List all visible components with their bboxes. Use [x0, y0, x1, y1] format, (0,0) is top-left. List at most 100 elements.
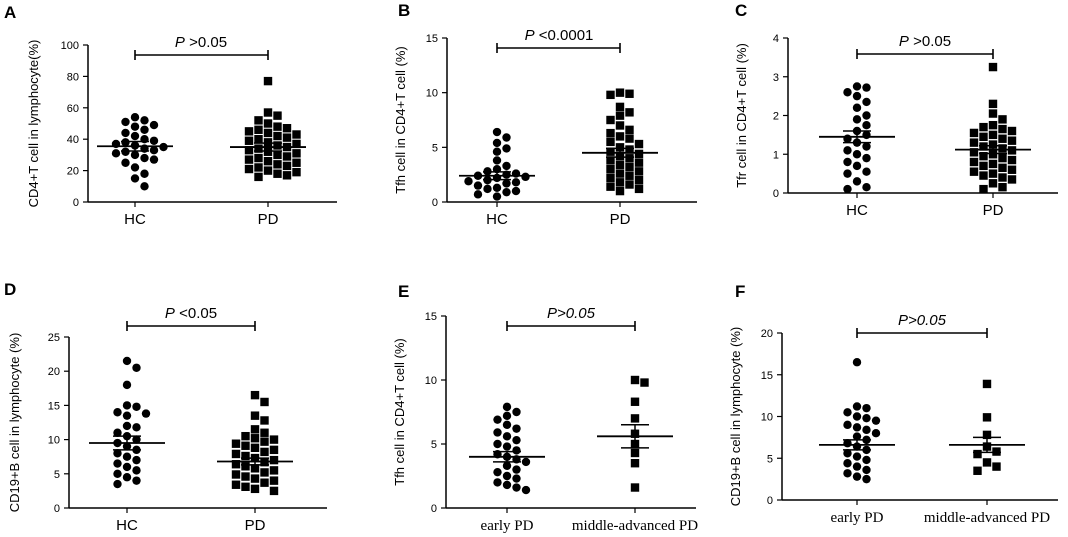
panel-e-point-early-pd — [521, 485, 531, 495]
panel-c-ytick-label: 0 — [773, 188, 779, 200]
panel-a-point-pd — [282, 152, 292, 161]
panel-c-point-pd — [979, 132, 988, 142]
panel-a-point-pd — [263, 108, 273, 117]
panel-f-category-label: middle-advanced PD — [924, 510, 1050, 526]
panel-a-point-pd — [292, 139, 301, 149]
panel-e-point-early-pd — [493, 439, 502, 449]
panel-b-point-pd — [606, 182, 615, 191]
panel-b-ytick-label: 15 — [426, 33, 438, 45]
panel-a-point-pd — [244, 155, 254, 164]
panel-c-point-pd — [1007, 155, 1017, 165]
panel-f-category-label: early PD — [831, 510, 884, 526]
panel-e-letter: E — [398, 282, 409, 301]
panel-b-point-pd — [606, 147, 615, 156]
panel-a-point-pd — [273, 141, 282, 150]
panel-d-category-label: HC — [116, 517, 138, 534]
panel-b-point-pd — [615, 102, 625, 112]
panel-a-point-pd — [292, 167, 301, 177]
panel-b-p-value: P <0.0001 — [525, 27, 594, 44]
panel-b-point-pd — [606, 128, 615, 138]
panel-a-p-value: P >0.05 — [175, 34, 227, 51]
panel-c-point-pd — [988, 179, 998, 188]
panel-a-point-hc — [130, 131, 140, 141]
panel-b-point-pd — [634, 149, 644, 159]
panel-f-point-early-pd — [852, 402, 862, 411]
panel-a-point-pd — [254, 153, 263, 163]
panel-c-point-pd — [988, 140, 998, 149]
panel-e-point-early-pd — [493, 415, 502, 424]
panel-f-point-middle-advanced-pd — [973, 449, 982, 459]
panel-c-point-hc — [862, 182, 871, 192]
panel-e-category-label: middle-advanced PD — [572, 518, 698, 534]
panel-a-point-pd — [282, 124, 292, 133]
panel-e-point-middle-advanced-pd — [630, 483, 640, 492]
panel-e-point-early-pd — [502, 442, 512, 451]
panel-b-ytick-label: 0 — [432, 197, 438, 209]
panel-f-point-middle-advanced-pd — [982, 413, 992, 422]
panel-c-point-hc — [862, 130, 871, 140]
panel-f-point-early-pd — [871, 429, 881, 438]
panel-d-ytick-label: 10 — [48, 435, 60, 447]
panel-b-point-pd — [634, 167, 644, 176]
panel-c-p-value: P >0.05 — [899, 33, 951, 50]
panel-c-point-hc — [843, 88, 852, 97]
panel-f-ytick-label: 15 — [761, 370, 773, 382]
panel-c-y-axis-label: Tfr cell in CD4+T cell (%) — [734, 43, 749, 188]
panel-f-y-axis-label: CD19+B cell in lymphocyte (%) — [728, 327, 743, 507]
panel-c-point-hc — [862, 111, 871, 120]
panel-b-point-pd — [606, 156, 615, 165]
panel-c-point-pd — [969, 148, 979, 157]
panel-e-point-middle-advanced-pd — [630, 375, 640, 385]
panel-e-p-value: P>0.05 — [547, 305, 596, 322]
panel-f-point-early-pd — [852, 432, 862, 441]
panel-d-point-hc — [113, 479, 122, 489]
panel-d-letter: D — [4, 280, 16, 299]
panel-f-point-early-pd — [862, 474, 871, 484]
panel-d-point-pd — [269, 466, 279, 475]
panel-c-point-pd — [979, 142, 988, 151]
panel-b-point-hc — [492, 138, 502, 148]
panel-e-point-early-pd — [502, 480, 512, 490]
panel-c-point-hc — [852, 177, 862, 186]
panel-e-point-early-pd — [521, 457, 531, 467]
panel-d-point-hc — [113, 469, 122, 478]
panel-b-point-hc — [492, 147, 502, 156]
panel-d-point-pd — [269, 455, 279, 465]
panel-b-point-hc — [502, 133, 511, 142]
panel-a-point-pd — [254, 172, 263, 182]
panel-a-point-pd — [244, 127, 254, 136]
panel-b-point-hc — [521, 172, 530, 182]
panel-c-point-pd — [988, 62, 998, 72]
panel-d-point-pd — [269, 445, 279, 455]
panel-b-point-pd — [615, 169, 625, 178]
panel-f-point-middle-advanced-pd — [982, 379, 992, 389]
panel-a-point-hc — [149, 145, 159, 155]
panel-f-point-middle-advanced-pd — [982, 458, 992, 467]
panel-d-point-hc — [122, 380, 132, 390]
panel-a-point-hc — [121, 117, 130, 127]
panel-d-point-pd — [231, 480, 241, 489]
panel-e-point-middle-advanced-pd — [630, 397, 640, 406]
panel-f-point-early-pd — [843, 408, 852, 417]
panel-c-point-hc — [843, 146, 852, 155]
panel-b-point-pd — [606, 165, 615, 174]
panel-a-point-hc — [121, 138, 130, 147]
panel-c-point-hc — [852, 161, 862, 171]
panel-c-point-pd — [998, 124, 1007, 134]
panel-e-ytick-label: 0 — [431, 503, 437, 515]
panel-a-point-pd — [254, 135, 263, 144]
panel-d-point-hc — [132, 466, 141, 475]
panel-a-point-hc — [130, 163, 140, 172]
panel-f-point-early-pd — [843, 459, 852, 468]
panel-a-point-hc — [140, 169, 149, 178]
panel-d-point-pd — [269, 476, 279, 485]
panel-b-point-hc — [511, 178, 521, 187]
panel-e-point-early-pd — [512, 407, 521, 417]
panel-d-point-pd — [231, 449, 241, 459]
panel-c-point-pd — [979, 184, 988, 194]
panel-a-point-hc — [130, 113, 140, 122]
panel-f-point-early-pd — [843, 420, 852, 430]
panel-c-point-pd — [979, 161, 988, 171]
panel-b-point-pd — [634, 184, 644, 194]
panel-c-ytick-label: 2 — [773, 111, 779, 123]
